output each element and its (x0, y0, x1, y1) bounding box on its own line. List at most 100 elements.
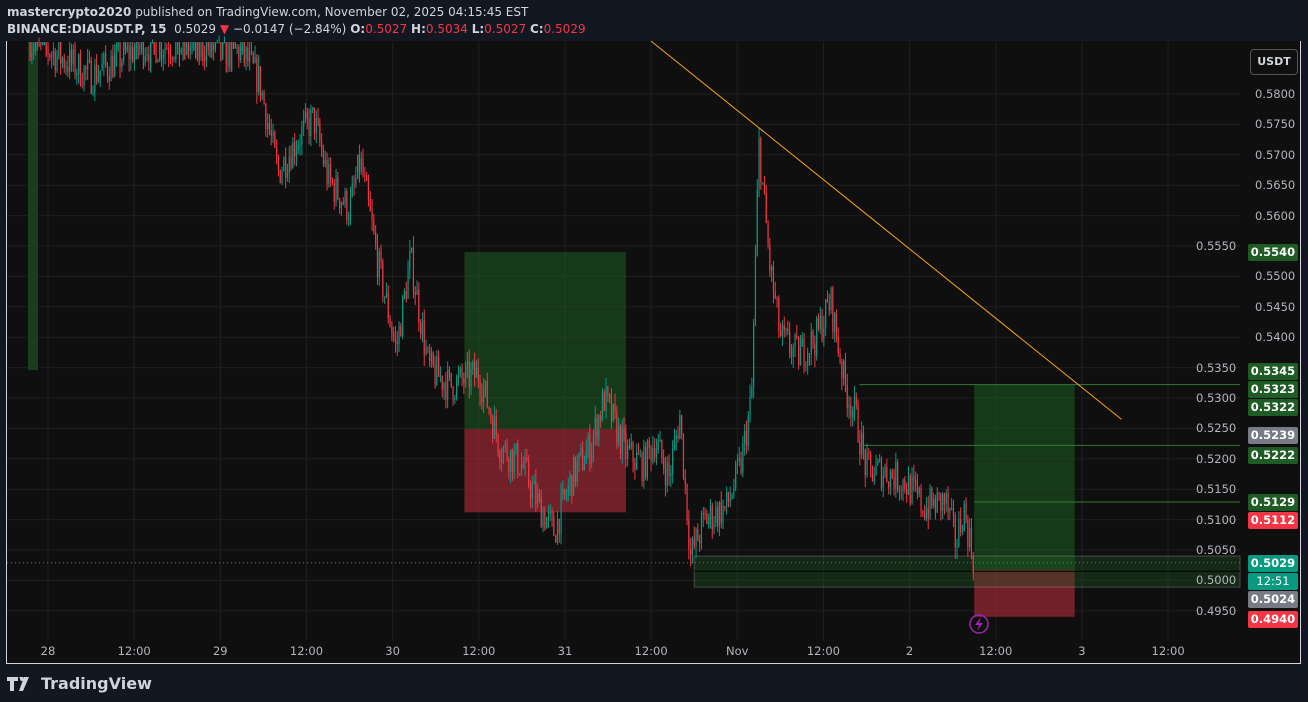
candle-body (382, 261, 384, 297)
candle-body (664, 468, 667, 486)
currency-button[interactable]: USDT (1250, 49, 1298, 75)
candle-body (688, 520, 690, 550)
candle-body (587, 435, 589, 451)
candle-body (904, 479, 906, 490)
x-tick-label: 12:00 (979, 644, 1013, 658)
candle-body (524, 457, 526, 468)
candle-body (216, 42, 218, 44)
candle-body (65, 66, 67, 68)
candle-body (497, 434, 499, 453)
candle-body (81, 84, 83, 86)
candle-body (893, 478, 895, 489)
lightning-icon (969, 614, 989, 634)
candle-body (187, 42, 190, 59)
candle-body (78, 54, 80, 74)
candle-body (220, 42, 222, 62)
candle-body (231, 42, 233, 72)
candle-body (385, 292, 388, 297)
candle-body (283, 157, 285, 172)
candle-body (182, 42, 184, 61)
candle-body (819, 316, 821, 329)
candle-body (459, 368, 461, 375)
candle-body (601, 392, 604, 421)
candle-body (429, 349, 431, 362)
candle-body (249, 51, 251, 62)
chart-frame[interactable] (6, 41, 1301, 664)
candle-body (499, 452, 501, 462)
candle-body (157, 59, 159, 63)
candle-body (290, 157, 292, 169)
candle-body (729, 498, 731, 502)
candle-body (547, 512, 550, 518)
candle-body (144, 56, 146, 63)
candle-body (119, 42, 121, 68)
candle-body (349, 196, 352, 220)
candle-body (448, 369, 451, 373)
candle-body (52, 51, 55, 55)
candle-body (378, 251, 380, 277)
logo-text: TradingView (41, 674, 152, 693)
candle-body (708, 517, 710, 525)
x-tick-label: 3 (1078, 644, 1086, 658)
candle-body (396, 341, 398, 345)
candle-body (162, 54, 164, 59)
candle-body (441, 376, 443, 390)
candle-body (245, 47, 247, 59)
candle-body (394, 336, 397, 342)
candle-body (657, 441, 659, 450)
candle-body (189, 45, 191, 51)
candle-body (758, 138, 760, 190)
candle-body (501, 459, 503, 462)
candle-body (409, 251, 411, 270)
candle-body (682, 433, 685, 478)
author[interactable]: mastercrypto2020 (7, 5, 132, 19)
candle-body (186, 42, 188, 56)
candle-body (915, 479, 917, 484)
candle-body (529, 485, 532, 499)
candle-body (178, 42, 181, 67)
open-value: 0.5027 (365, 22, 408, 36)
candle-body (238, 46, 240, 61)
candle-body (150, 42, 152, 73)
candle-body (128, 45, 130, 60)
candle-body (727, 492, 730, 502)
candle-body (522, 464, 524, 468)
y-tick-label: 0.5550 (1196, 239, 1237, 253)
long-position-target-zone (464, 252, 626, 430)
candle-body (871, 465, 874, 482)
candle-body (864, 449, 866, 476)
candle-body (965, 503, 967, 520)
candle-body (639, 453, 641, 455)
low-value: 0.5027 (484, 22, 527, 36)
candle-body (609, 394, 611, 398)
candle-body (331, 179, 334, 183)
x-tick-label: 12:00 (806, 644, 841, 658)
candle-body (715, 507, 717, 524)
candle-body (87, 59, 89, 70)
candle-body (607, 386, 609, 395)
candle-body (184, 42, 186, 60)
candle-body (771, 266, 773, 271)
candle-body (956, 546, 958, 548)
candle-body (277, 159, 280, 171)
candle-body (457, 374, 460, 378)
candle-body (810, 331, 812, 354)
candle-body (666, 462, 668, 486)
candle-body (898, 490, 901, 492)
candle-body (411, 248, 413, 252)
candle-body (477, 367, 479, 382)
y-tick-label: 0.5350 (1196, 360, 1237, 375)
candle-body (202, 42, 204, 62)
candle-body (798, 337, 800, 366)
candle-body (742, 443, 744, 473)
trendline (650, 40, 1122, 420)
candle-body (418, 289, 420, 323)
candle-body (112, 55, 114, 77)
candle-body (319, 123, 321, 143)
candle-body (630, 442, 632, 448)
candle-body (326, 159, 328, 184)
candle-body (486, 380, 488, 408)
candle-body (159, 42, 161, 61)
candle-body (403, 291, 406, 297)
